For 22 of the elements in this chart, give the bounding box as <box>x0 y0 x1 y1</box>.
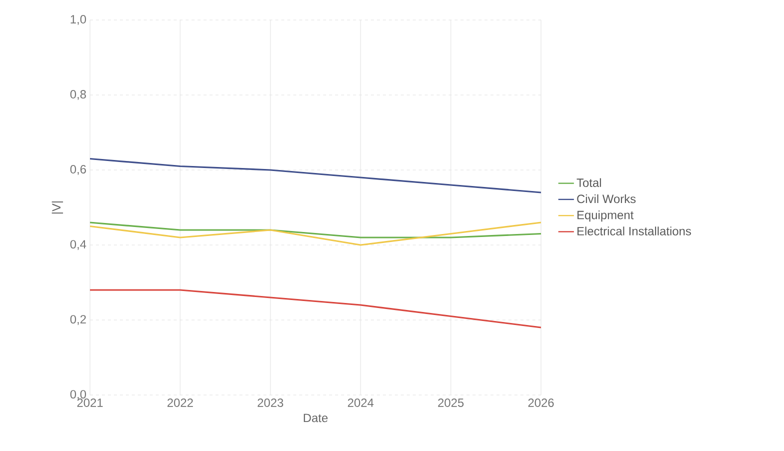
x-tick-label: 2024 <box>348 398 374 407</box>
legend-label: Equipment <box>577 210 634 222</box>
x-tick-label: 2021 <box>77 398 103 407</box>
y-tick-label: 0,4 <box>70 240 86 250</box>
legend-label: Electrical Installations <box>577 226 691 236</box>
y-tick-label: 1,0 <box>70 15 86 25</box>
x-tick-label: 2025 <box>438 398 464 407</box>
y-tick-label: 0,8 <box>70 90 86 100</box>
legend-label: Total <box>576 178 601 187</box>
x-tick-label: 2023 <box>258 398 284 407</box>
x-axis-title: Date <box>304 414 328 422</box>
line-series <box>90 158 542 194</box>
line-series <box>90 222 542 238</box>
y-axis-title: |V| <box>52 201 64 214</box>
y-tick-label: 0,6 <box>70 165 86 175</box>
legend-label: Civil Works <box>577 194 636 204</box>
x-tick-label: 2022 <box>167 398 193 407</box>
y-tick-label: 0,2 <box>70 315 86 325</box>
x-tick-label: 2026 <box>528 398 554 407</box>
y-tick-label: 0,0 <box>70 390 86 400</box>
line-series <box>90 289 542 328</box>
line-series <box>90 222 542 246</box>
